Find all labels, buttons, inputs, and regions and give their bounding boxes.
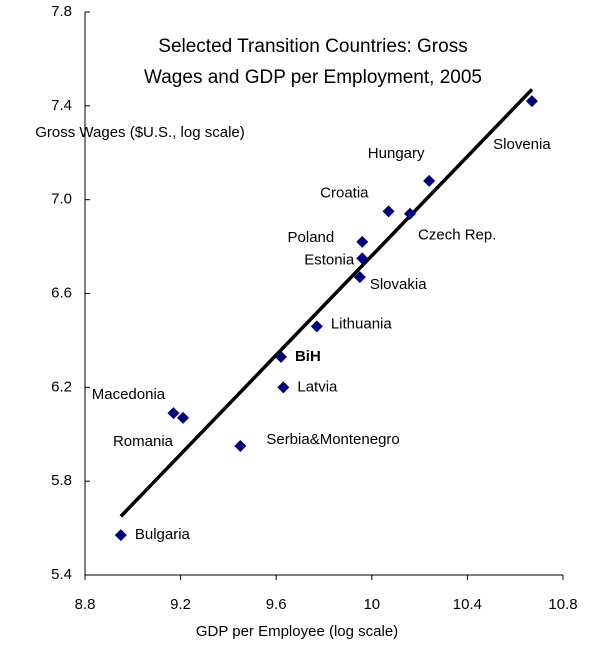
y-tick-label: 6.6 xyxy=(51,284,72,301)
x-tick-label: 10.8 xyxy=(548,596,577,613)
point xyxy=(277,381,290,394)
trend-line xyxy=(119,88,534,518)
point-label: Slovenia xyxy=(493,136,551,153)
point-label: Macedonia xyxy=(92,386,166,403)
y-tick-label: 7.8 xyxy=(51,3,72,20)
point xyxy=(176,411,189,424)
point-label: Serbia&Montenegro xyxy=(266,431,399,448)
point xyxy=(382,205,395,218)
y-tick-label: 5.8 xyxy=(51,472,72,489)
point xyxy=(404,207,417,220)
point-label: Czech Rep. xyxy=(418,227,496,244)
point-label: Romania xyxy=(113,433,174,450)
x-axis-label: GDP per Employee (log scale) xyxy=(196,623,398,640)
y-axis-label: Gross Wages ($U.S., log scale) xyxy=(35,124,245,141)
point-label: Estonia xyxy=(304,251,355,268)
y-tick-label: 7.0 xyxy=(51,191,72,208)
point-label: Croatia xyxy=(320,184,369,201)
point-label: Hungary xyxy=(368,145,425,162)
point-label: BiH xyxy=(295,348,321,365)
point-label: Bulgaria xyxy=(135,526,191,543)
y-tick-label: 5.4 xyxy=(51,566,72,583)
point xyxy=(167,407,180,420)
point xyxy=(353,271,366,284)
x-tick-label: 9.6 xyxy=(266,596,287,613)
point xyxy=(274,350,287,363)
x-tick-label: 10 xyxy=(363,596,380,613)
point xyxy=(310,320,323,333)
point-label: Slovakia xyxy=(370,276,427,293)
chart-title: Selected Transition Countries: Gross xyxy=(158,36,467,57)
y-tick-label: 6.2 xyxy=(51,378,72,395)
point xyxy=(423,174,436,187)
point xyxy=(356,235,369,248)
x-tick-label: 9.2 xyxy=(170,596,191,613)
point xyxy=(356,252,369,265)
point-label: Latvia xyxy=(297,378,338,395)
y-tick-label: 7.4 xyxy=(51,97,72,114)
x-tick-label: 8.8 xyxy=(75,596,96,613)
chart-title: Wages and GDP per Employment, 2005 xyxy=(144,67,482,88)
point-label: Lithuania xyxy=(331,315,393,332)
x-tick-label: 10.4 xyxy=(453,596,482,613)
point xyxy=(234,439,247,452)
point xyxy=(114,529,127,542)
point xyxy=(525,95,538,108)
point-label: Poland xyxy=(288,229,335,246)
